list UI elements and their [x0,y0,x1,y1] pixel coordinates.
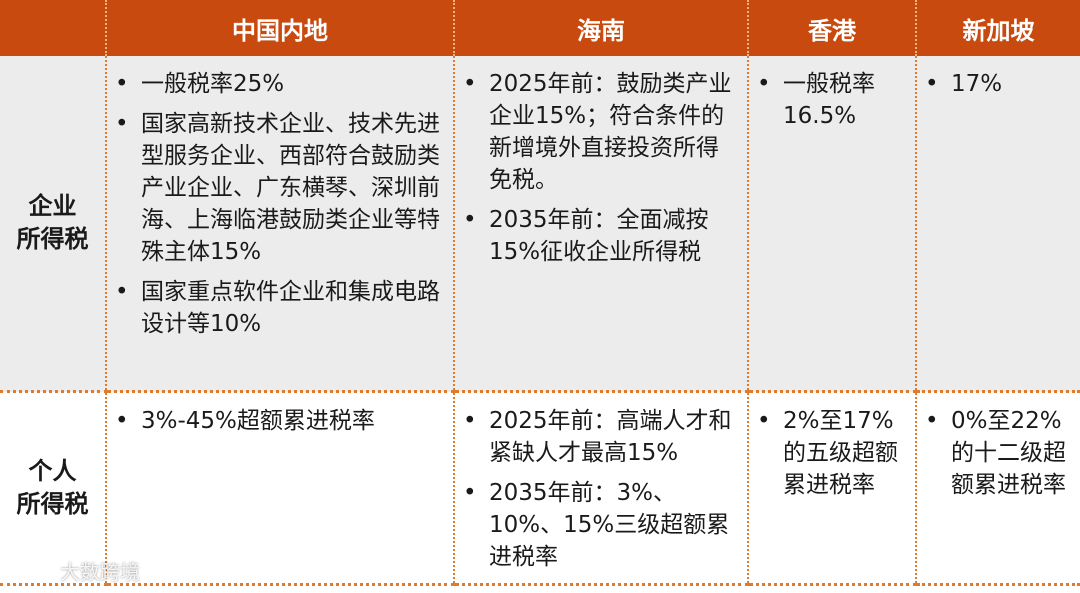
bullet-list: 0%至22%的十二级超额累进税率 [921,405,1074,501]
row-header-label: 个人 所得税 [16,457,89,518]
list-item: 2035年前：3%、10%、15%三级超额累进税率 [459,477,741,573]
cell-hongkong: 一般税率16.5% [748,56,917,393]
cell-mainland: 3%-45%超额累进税率 [106,391,455,586]
row-header-corporate-tax: 企业 所得税 [0,56,107,393]
bullet-list: 2025年前：鼓励类产业企业15%；符合条件的新增境外直接投资所得免税。 2035… [459,68,741,268]
list-item: 2%至17%的五级超额累进税率 [753,405,909,501]
bullet-list: 2%至17%的五级超额累进税率 [753,405,909,501]
list-item: 一般税率16.5% [753,68,909,132]
cell-hainan: 2025年前：鼓励类产业企业15%；符合条件的新增境外直接投资所得免税。 2035… [454,56,749,393]
header-singapore: 新加坡 [916,0,1080,56]
cell-mainland: 一般税率25% 国家高新技术企业、技术先进型服务企业、西部符合鼓励类产业企业、广东… [106,56,455,393]
bullet-list: 2025年前：高端人才和紧缺人才最高15% 2035年前：3%、10%、15%三级… [459,405,741,573]
bullet-list: 一般税率25% 国家高新技术企业、技术先进型服务企业、西部符合鼓励类产业企业、广东… [111,68,447,340]
row-header-personal-tax: 个人 所得税 [0,391,107,586]
watermark: 大数跨境 [10,556,140,585]
header-row: 中国内地 海南 香港 新加坡 [0,0,1080,56]
bullet-list: 一般税率16.5% [753,68,909,132]
row-header-label: 企业 所得税 [16,192,89,253]
bullet-list: 3%-45%超额累进税率 [111,405,447,437]
cell-hongkong: 2%至17%的五级超额累进税率 [748,391,917,586]
list-item: 2025年前：高端人才和紧缺人才最高15% [459,405,741,469]
list-item: 一般税率25% [111,68,447,100]
list-item: 3%-45%超额累进税率 [111,405,447,437]
list-item: 国家高新技术企业、技术先进型服务企业、西部符合鼓励类产业企业、广东横琴、深圳前海… [111,108,447,268]
cell-singapore: 17% [916,56,1080,393]
bigdata-logo-icon [10,560,54,579]
watermark-text: 大数跨境 [60,560,140,584]
list-item: 国家重点软件企业和集成电路设计等10% [111,276,447,340]
header-hainan: 海南 [454,0,749,56]
bullet-list: 17% [921,68,1074,100]
list-item: 2035年前：全面减按15%征收企业所得税 [459,204,741,268]
cell-hainan: 2025年前：高端人才和紧缺人才最高15% 2035年前：3%、10%、15%三级… [454,391,749,586]
list-item: 2025年前：鼓励类产业企业15%；符合条件的新增境外直接投资所得免税。 [459,68,741,196]
cell-singapore: 0%至22%的十二级超额累进税率 [916,391,1080,586]
header-hongkong: 香港 [748,0,917,56]
header-mainland: 中国内地 [106,0,455,56]
list-item: 0%至22%的十二级超额累进税率 [921,405,1074,501]
header-corner [0,0,107,56]
table-row-corporate-tax: 企业所得税 一般税率25% 国家高新技术企业、技术先进型服务企业、西部符合鼓励类产… [0,56,1080,393]
list-item: 17% [921,68,1074,100]
